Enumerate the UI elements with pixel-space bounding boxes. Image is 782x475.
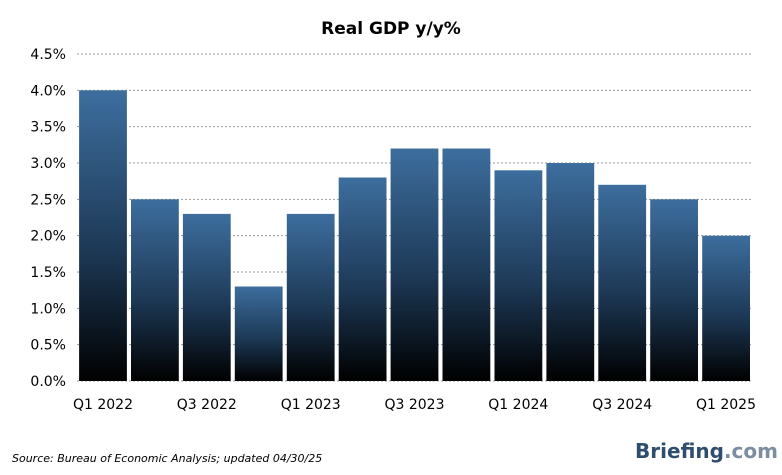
source-note: Source: Bureau of Economic Analysis; upd… bbox=[12, 452, 322, 465]
bar-q4-2023 bbox=[442, 148, 491, 381]
y-tick-label: 4.5% bbox=[30, 47, 66, 63]
bar-q1-2023 bbox=[286, 213, 335, 381]
x-tick-label: Q1 2023 bbox=[281, 397, 341, 413]
bar-q3-2024 bbox=[598, 184, 647, 381]
bar-q1-2022 bbox=[79, 90, 127, 382]
x-tick-label: Q3 2024 bbox=[592, 397, 652, 413]
y-tick-label: 1.0% bbox=[30, 301, 66, 317]
bar-q2-2024 bbox=[546, 163, 595, 381]
y-tick-label: 2.0% bbox=[30, 229, 66, 245]
bar-q3-2022 bbox=[182, 213, 231, 381]
y-tick-label: 0.5% bbox=[30, 338, 66, 354]
x-tick-label: Q3 2022 bbox=[177, 397, 237, 413]
y-tick-label: 1.5% bbox=[30, 265, 66, 281]
bar-q1-2024 bbox=[494, 170, 543, 381]
x-tick-label: Q1 2024 bbox=[488, 397, 548, 413]
briefing-logo: Briefing.com bbox=[635, 439, 778, 463]
y-tick-label: 4.0% bbox=[30, 83, 66, 99]
y-tick-label: 3.5% bbox=[30, 120, 66, 136]
y-axis-ticks: 0.0% 0.5% 1.0% 1.5% 2.0% 2.5% 3.0% 3.5% 4.0% 4.5% bbox=[30, 47, 66, 390]
x-tick-label: Q3 2023 bbox=[384, 397, 444, 413]
y-tick-label: 2.5% bbox=[30, 192, 66, 208]
bars bbox=[79, 90, 750, 382]
x-axis-ticks: Q1 2022 Q3 2022 Q1 2023 Q3 2023 Q1 2024 Q3 20… bbox=[73, 397, 756, 413]
bar-q3-2023 bbox=[390, 148, 439, 381]
brand-name: Briefing bbox=[635, 439, 724, 463]
bar-q2-2023 bbox=[338, 177, 387, 381]
y-tick-label: 0.0% bbox=[30, 374, 66, 390]
y-tick-label: 3.0% bbox=[30, 156, 66, 172]
bar-q4-2024 bbox=[650, 199, 698, 381]
brand-tld: .com bbox=[724, 439, 778, 463]
bar-q1-2025 bbox=[702, 235, 750, 381]
chart-title: Real GDP y/y% bbox=[321, 19, 461, 39]
bar-q4-2022 bbox=[234, 286, 283, 381]
x-tick-label: Q1 2022 bbox=[73, 397, 133, 413]
bar-q2-2022 bbox=[131, 199, 179, 381]
x-tick-label: Q1 2025 bbox=[696, 397, 756, 413]
